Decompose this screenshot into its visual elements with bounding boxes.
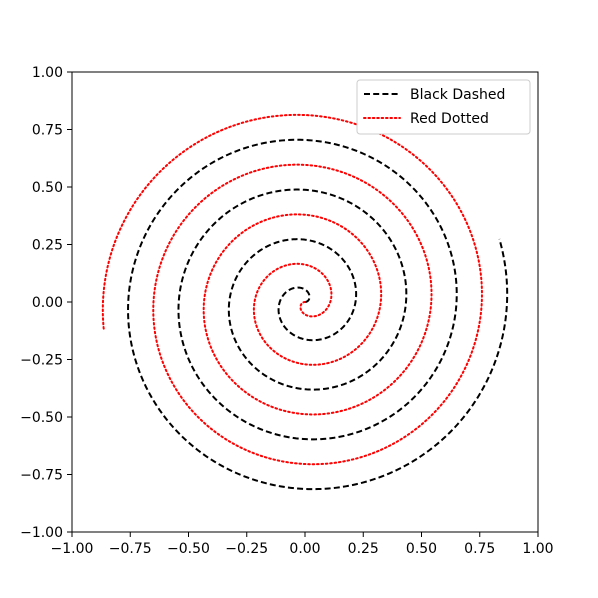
series-layer <box>101 113 509 491</box>
legend-label-black-dashed: Black Dashed <box>410 87 505 103</box>
x-tick-label: −0.75 <box>109 541 152 557</box>
y-tick-label: 1.00 <box>32 65 63 81</box>
x-tick-label: 0.50 <box>406 541 437 557</box>
y-tick-label: 0.00 <box>32 295 63 311</box>
x-tick-label: 1.00 <box>522 541 553 557</box>
x-axis: −1.00 −0.75 −0.50 −0.25 0.00 0.25 0.50 0.75 1.00 <box>51 532 554 557</box>
x-tick-label: 0.75 <box>464 541 495 557</box>
y-axis: −1.00 −0.75 −0.50 −0.25 0.00 0.25 0.50 0.75 1.00 <box>20 65 72 541</box>
series-line-black-dashed <box>127 138 509 491</box>
y-tick-label: −0.25 <box>20 353 63 369</box>
y-tick-label: −0.50 <box>20 410 63 426</box>
y-tick-label: −1.00 <box>20 525 63 541</box>
x-tick-label: −0.50 <box>167 541 210 557</box>
y-tick-label: 0.25 <box>32 238 63 254</box>
y-tick-label: −0.75 <box>20 468 63 484</box>
legend-label-red-dotted: Red Dotted <box>410 111 489 127</box>
series-line-red-dotted <box>101 113 483 466</box>
legend-box <box>356 79 531 135</box>
x-tick-label: −1.00 <box>51 541 94 557</box>
y-tick-label: 0.75 <box>32 123 63 139</box>
x-tick-label: −0.25 <box>225 541 268 557</box>
x-tick-label: 0.00 <box>289 541 320 557</box>
legend: Black Dashed Red Dotted <box>356 79 531 135</box>
y-tick-label: 0.50 <box>32 180 63 196</box>
x-tick-label: 0.25 <box>348 541 379 557</box>
